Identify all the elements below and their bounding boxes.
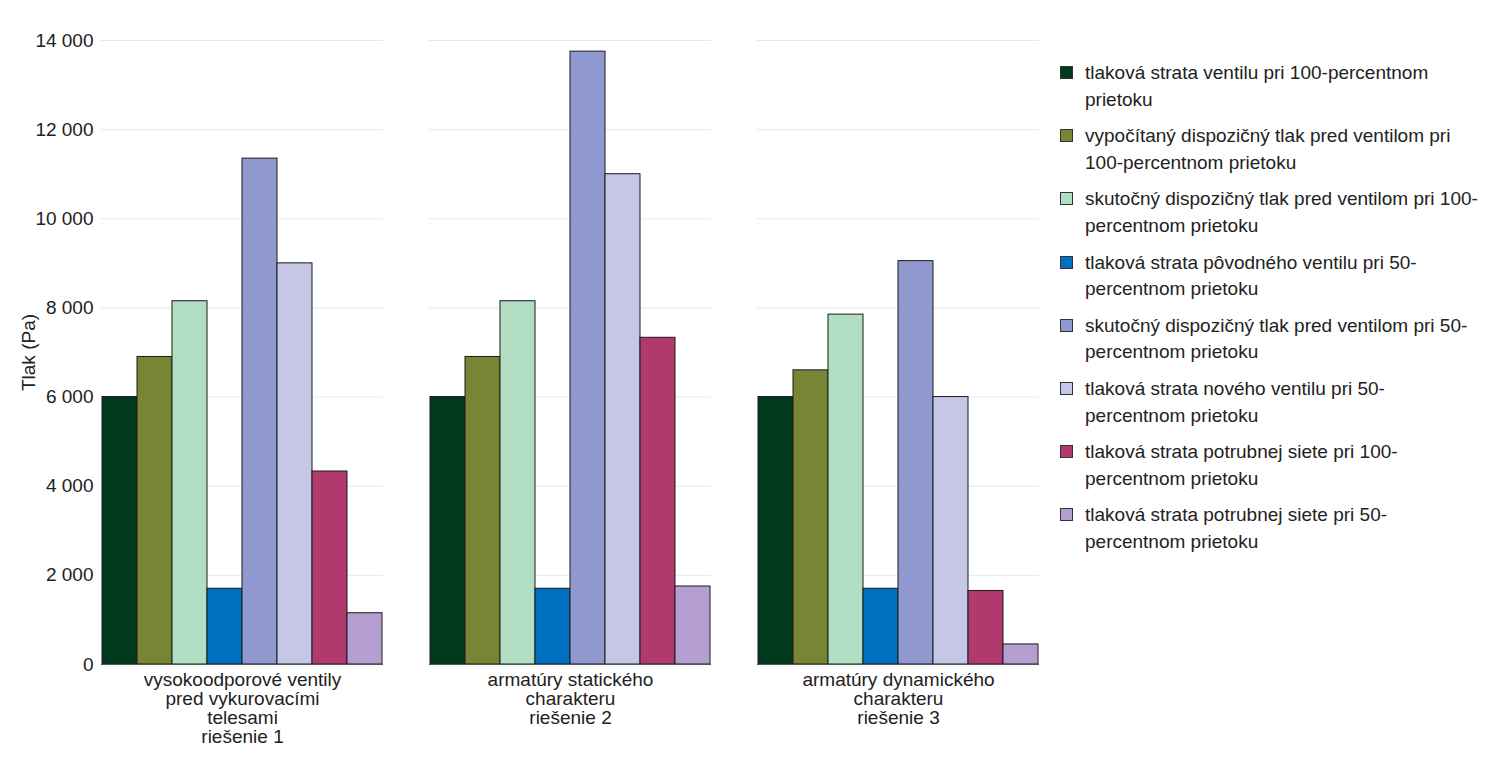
svg-text:vysokoodporové ventilypred vyk: vysokoodporové ventilypred vykurovacímit… xyxy=(144,669,342,747)
svg-text:2 000: 2 000 xyxy=(46,564,94,585)
svg-text:8 000: 8 000 xyxy=(46,297,94,318)
html-text:tlaková strata potrubnej siete: tlaková strata potrubnej siete pri 100-p… xyxy=(1085,441,1398,489)
svg-text:14 000: 14 000 xyxy=(35,30,93,51)
svg-text:0: 0 xyxy=(83,654,94,675)
html-text:tlaková strata potrubnej siete: tlaková strata potrubnej siete pri 50-pe… xyxy=(1085,504,1388,552)
svg-text:Tlak (Pa): Tlak (Pa) xyxy=(18,314,39,391)
html-text:tlaková strata pôvodného venti: tlaková strata pôvodného ventilu pri 50-… xyxy=(1085,251,1417,300)
html-text:skutočný dispozičný tlak pred: skutočný dispozičný tlak pred ventilom p… xyxy=(1085,188,1478,236)
html-text:vypočítaný dispozičný tlak pre: vypočítaný dispozičný tlak pred ventilom… xyxy=(1085,125,1451,173)
html-text:skutočný dispozičný tlak pred: skutočný dispozičný tlak pred ventilom p… xyxy=(1085,314,1468,363)
svg-text:armatúry dynamickéhocharakteru: armatúry dynamickéhocharakteruriešenie 3 xyxy=(802,669,994,728)
svg-text:12 000: 12 000 xyxy=(35,119,93,140)
svg-text:10 000: 10 000 xyxy=(35,208,93,229)
html-text:tlaková strata nového ventilu: tlaková strata nového ventilu pri 50-per… xyxy=(1085,377,1385,426)
svg-text:4 000: 4 000 xyxy=(46,475,94,496)
svg-text:armatúry statickéhocharakterur: armatúry statickéhocharakteruriešenie 2 xyxy=(488,669,654,728)
html-text:tlaková strata ventilu pri 100: tlaková strata ventilu pri 100-percentno… xyxy=(1085,62,1429,110)
svg-text:6 000: 6 000 xyxy=(46,386,94,407)
